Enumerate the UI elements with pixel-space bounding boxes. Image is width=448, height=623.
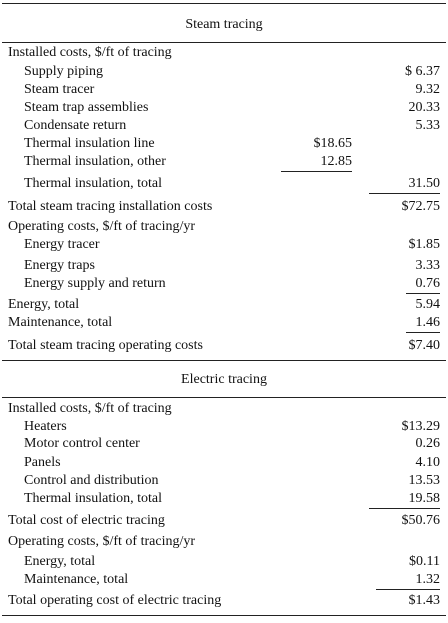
amount: 4.10 (415, 455, 441, 470)
amount: 9.32 (415, 82, 441, 97)
row: Total cost of electric tracing $50.76 (0, 512, 448, 530)
row: Thermal insulation, total 19.58 (0, 490, 448, 509)
amount: $0.11 (409, 554, 440, 569)
amount: $50.76 (401, 513, 441, 528)
label: Panels (24, 455, 61, 470)
amount: 5.94 (415, 297, 441, 312)
label: Energy tracer (24, 237, 100, 252)
amount: $7.40 (408, 338, 441, 353)
row: Steam tracer 9.32 (0, 81, 448, 99)
amount: 5.33 (415, 118, 441, 133)
row: Energy traps 3.33 (0, 257, 448, 275)
rule (2, 397, 446, 398)
row: Energy tracer $1.85 (0, 236, 448, 254)
label: Thermal insulation, total (24, 491, 163, 506)
rule (2, 615, 446, 616)
label: Maintenance, total (8, 315, 113, 330)
row: Control and distribution 13.53 (0, 472, 448, 490)
row: Steam trap assemblies 20.33 (0, 99, 448, 117)
row: Maintenance, total 1.32 (0, 571, 448, 590)
label: Steam trap assemblies (24, 100, 149, 115)
amount: 31.50 (368, 175, 440, 194)
amount: 3.33 (415, 258, 441, 273)
label: Maintenance, total (24, 572, 129, 587)
amount: 1.46 (405, 314, 440, 333)
label: Heaters (24, 419, 67, 434)
row: Motor control center 0.26 (0, 435, 448, 453)
row: Operating costs, $/ft of tracing/yr (0, 218, 448, 236)
row: Total steam tracing installation costs $7… (0, 198, 448, 216)
row: Energy supply and return 0.76 (0, 275, 448, 294)
amount: 0.26 (415, 436, 441, 451)
row: Heaters $13.29 (0, 418, 448, 436)
row: Thermal insulation, other 12.85 (0, 153, 448, 172)
amount: $1.43 (408, 593, 441, 608)
row: Energy, total $0.11 (0, 553, 448, 571)
amount: 13.53 (408, 473, 441, 488)
label: Total steam tracing operating costs (8, 338, 203, 353)
label: Energy supply and return (24, 276, 166, 291)
amount: $72.75 (401, 199, 441, 214)
label: Operating costs, $/ft of tracing/yr (8, 534, 196, 549)
subtotal: $18.65 (313, 136, 353, 151)
amount: 20.33 (408, 100, 441, 115)
label: Thermal insulation, other (24, 154, 166, 169)
label: Control and distribution (24, 473, 159, 488)
amount: $1.85 (408, 237, 441, 252)
section-title: Electric tracing (181, 372, 267, 387)
label: Energy, total (8, 297, 80, 312)
label: Total cost of electric tracing (8, 513, 165, 528)
label: Energy, total (24, 554, 96, 569)
label: Total steam tracing installation costs (8, 199, 213, 214)
rule (2, 360, 446, 361)
label: Steam tracer (24, 82, 95, 97)
amount: 0.76 (405, 275, 440, 294)
label: Installed costs, $/ft of tracing (8, 401, 172, 416)
row: Thermal insulation line $18.65 (0, 135, 448, 153)
row: Total steam tracing operating costs $7.40 (0, 337, 448, 355)
row: Supply piping $ 6.37 (0, 63, 448, 81)
row: Installed costs, $/ft of tracing (0, 44, 448, 62)
label: Thermal insulation line (24, 136, 155, 151)
label: Condensate return (24, 118, 127, 133)
label: Installed costs, $/ft of tracing (8, 45, 172, 60)
row: Panels 4.10 (0, 454, 448, 472)
label: Operating costs, $/ft of tracing/yr (8, 219, 196, 234)
rule (2, 42, 446, 43)
section-title: Steam tracing (185, 17, 263, 32)
row: Thermal insulation, total 31.50 (0, 175, 448, 194)
label: Motor control center (24, 436, 140, 451)
subtotal: 12.85 (280, 153, 352, 172)
row: Total operating cost of electric tracing… (0, 592, 448, 610)
row: Energy, total 5.94 (0, 296, 448, 314)
label: Thermal insulation, total (24, 176, 163, 191)
row: Operating costs, $/ft of tracing/yr (0, 533, 448, 551)
label: Supply piping (24, 64, 103, 79)
amount: 1.32 (375, 571, 440, 590)
label: Total operating cost of electric tracing (8, 593, 222, 608)
rule (2, 3, 446, 4)
amount: $ 6.37 (405, 64, 440, 79)
row: Installed costs, $/ft of tracing (0, 400, 448, 418)
amount: 19.58 (368, 490, 440, 509)
amount: $13.29 (401, 419, 441, 434)
row: Maintenance, total 1.46 (0, 314, 448, 333)
row: Condensate return 5.33 (0, 117, 448, 135)
label: Energy traps (24, 258, 95, 273)
